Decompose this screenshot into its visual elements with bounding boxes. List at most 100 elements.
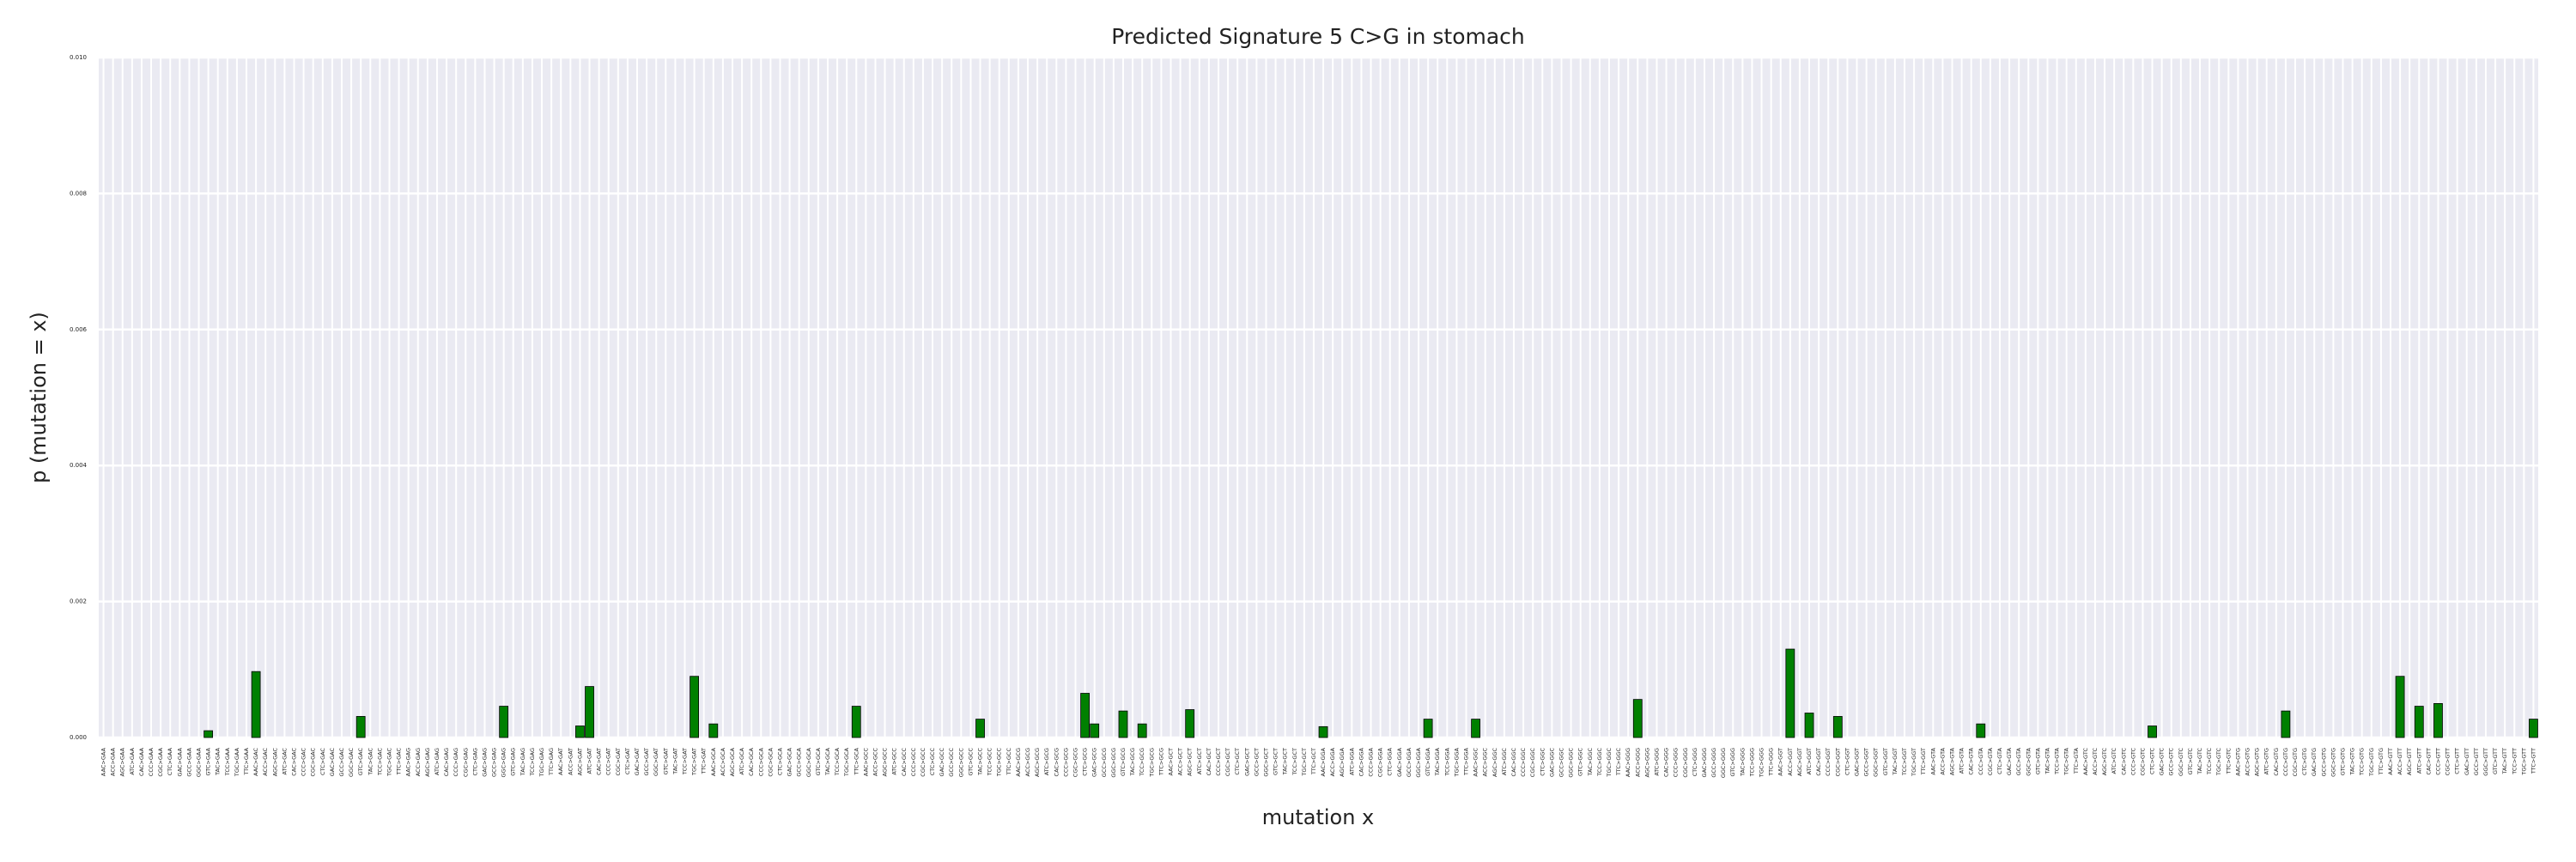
bar [2529, 719, 2538, 738]
bar [575, 725, 585, 738]
x-tick-label: ACC>GAC [262, 748, 269, 776]
x-tick-label: CTC>GAC [319, 748, 326, 775]
x-tick-label: AGC>GCA [729, 747, 736, 776]
x-tick-label: AGC>GAC [271, 748, 278, 777]
x-tick-label: AAC>GTG [2234, 748, 2241, 776]
x-tick-label: CTC>GCG [1082, 748, 1089, 776]
x-tick-label: TTC>GCG [1157, 748, 1164, 776]
x-tick-label: GTC>GCA [815, 747, 822, 775]
x-tick-label: AGC>GTC [2101, 748, 2108, 776]
x-tick-label: GTC>GAG [510, 748, 517, 776]
x-tick-label: CGC>GAG [462, 748, 469, 777]
x-tick-label: TAC>GCC [977, 748, 984, 776]
x-tick-label: CAC>GGG [1663, 748, 1670, 777]
x-tick-label: GGC>GGG [1720, 748, 1727, 778]
x-tick-label: CTC>GGC [1539, 748, 1546, 776]
x-tick-label: AGC>GCC [882, 748, 889, 777]
x-tick-label: TCC>GCT [1291, 748, 1298, 776]
x-tick-label: AAC>GGG [1625, 748, 1631, 777]
x-tick-label: AGC>GGC [1492, 748, 1498, 777]
x-tick-label: ACC>GGT [1787, 748, 1794, 776]
x-tick-label: ACC>GGA [1329, 747, 1336, 776]
x-tick-label: AGC>GAA [119, 747, 126, 776]
x-tick-label: TCC>GCG [1139, 748, 1145, 777]
x-tick-label: TGC>GGC [1606, 748, 1613, 778]
bar [1804, 713, 1814, 738]
x-tick-label: ACC>GTA [1939, 747, 1946, 774]
x-tick-label: GAC>GTC [2159, 748, 2166, 776]
x-tick-label: TCC>GGG [1748, 748, 1755, 777]
bar [251, 671, 261, 738]
x-tick-label: GTC>GAT [662, 748, 669, 774]
x-tick-label: TTC>GGC [1615, 748, 1622, 777]
x-tick-label: ATC>GTG [2263, 748, 2270, 774]
x-tick-label: GGC>GCA [805, 747, 812, 777]
x-tick-label: AAC>GAG [405, 748, 412, 776]
x-tick-label: GAC>GGG [1701, 748, 1708, 777]
x-tick-label: TCC>GTC [2206, 748, 2213, 776]
x-tick-label: CTC>GAG [471, 748, 478, 776]
x-tick-label: GGC>GTA [2025, 747, 2032, 775]
x-tick-label: TCC>GAG [529, 748, 536, 777]
x-tick-label: TGC>GTC [2215, 748, 2222, 776]
x-tick-label: GGC>GAT [653, 748, 659, 776]
x-tick-label: CTC>GTT [2454, 748, 2461, 774]
x-tick-label: GTC>GGT [1882, 748, 1889, 775]
x-tick-label: ATC>GAG [434, 748, 440, 775]
x-tick-label: TAC>GGG [1739, 748, 1746, 777]
x-tick-label: GAC>GAC [329, 748, 336, 777]
x-tick-label: ACC>GAT [567, 748, 574, 775]
x-tick-label: GCC>GTG [2320, 748, 2327, 776]
bar [1318, 725, 1328, 738]
x-tick-label: GTC>GTC [2187, 748, 2194, 775]
x-tick-label: GGC>GTT [2482, 748, 2489, 776]
bar [1785, 648, 1795, 738]
x-tick-label: GAC>GTA [2006, 747, 2013, 775]
x-tick-label: GCC>GGA [1406, 747, 1413, 777]
x-tick-label: GTC>GAC [357, 748, 364, 776]
x-tick-label: TAC>GCT [1282, 748, 1289, 775]
x-tick-label: ACC>GTT [2397, 748, 2403, 775]
x-tick-label: AAC>GTC [2082, 748, 2089, 775]
x-tick-label: CGC>GCT [1224, 748, 1231, 776]
x-tick-label: TGC>GAA [234, 747, 240, 777]
x-tick-label: GCC>GGC [1558, 748, 1564, 778]
x-tick-label: CAC>GTA [1968, 747, 1975, 774]
x-tick-label: CTC>GTA [1996, 747, 2003, 774]
x-tick-label: CCC>GCC [910, 748, 917, 777]
x-tick-label: TAC>GCA [824, 747, 831, 775]
x-tick-label: GTC>GCT [1273, 748, 1279, 775]
x-tick-label: GTC>GTA [2034, 747, 2041, 774]
x-tick-label: AAC>GAT [557, 748, 564, 775]
bar [1080, 693, 1091, 738]
x-tick-label: TGC>GGG [1759, 748, 1765, 778]
bar [1471, 719, 1481, 738]
x-tick-label: CGC>GAC [310, 748, 317, 777]
x-tick-label: CAC>GAG [443, 748, 450, 776]
x-tick-label: GCC>GTC [2168, 748, 2175, 776]
x-tick-label: TAC>GAA [215, 747, 222, 775]
x-tick-label: GGC>GGA [1415, 747, 1422, 777]
y-axis-label: p (mutation = x) [27, 312, 51, 483]
x-tick-label: AGC>GAG [424, 748, 431, 777]
bar [1632, 699, 1643, 738]
x-tick-label: ATC>GTC [2111, 748, 2117, 774]
x-tick-label: GGC>GCT [1262, 748, 1269, 777]
x-tick-label: ATC>GCC [891, 748, 898, 775]
x-tick-label: GCC>GAC [338, 748, 345, 777]
x-tick-label: TAC>GTA [2044, 747, 2050, 774]
x-tick-label: TTC>GCT [1310, 748, 1317, 775]
x-tick-label: GTC>GGG [1729, 748, 1736, 777]
x-tick-label: TGC>GTA [2063, 747, 2070, 775]
x-tick-label: CCC>GTA [1978, 747, 1984, 774]
x-tick-label: CCC>GAA [148, 747, 155, 776]
x-tick-label: TAC>GAG [519, 748, 526, 776]
x-tick-label: GCC>GCC [948, 748, 955, 777]
x-tick-label: GTC>GCC [967, 748, 974, 776]
bar [1185, 709, 1195, 738]
x-tick-label: CGC>GCA [767, 747, 774, 776]
x-tick-label: CGC>GGC [1529, 748, 1536, 778]
x-tick-label: CGC>GGA [1377, 747, 1384, 777]
x-tick-label: CCC>GGG [1673, 748, 1680, 777]
